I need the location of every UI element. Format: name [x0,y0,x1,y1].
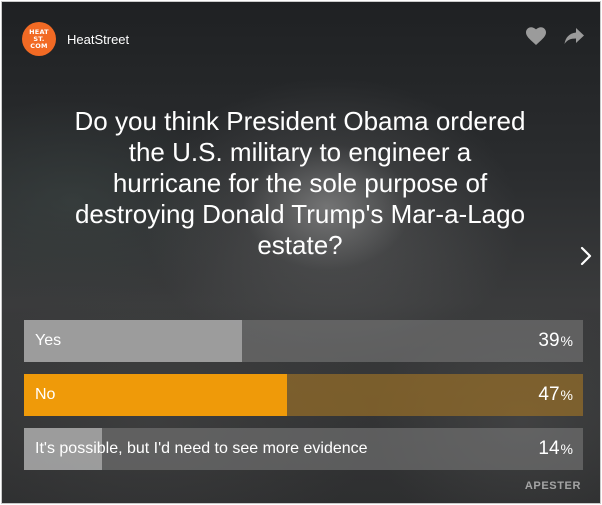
answer-percent: 14% [538,438,573,459]
brand-header: HEAT ST. COM HeatStreet [22,22,129,56]
apester-credit[interactable]: APESTER [524,480,581,492]
answer-result-bar [24,320,242,362]
answer-option-possible[interactable]: It's possible, but I'd need to see more … [24,428,583,470]
answer-result-bar [24,374,287,416]
share-arrow-icon[interactable] [562,24,586,48]
next-button[interactable] [572,234,600,278]
brand-name[interactable]: HeatStreet [67,31,130,47]
answer-label: It's possible, but I'd need to see more … [35,440,368,457]
answer-option-yes[interactable]: Yes 39% [24,320,583,362]
answer-label: Yes [35,332,62,349]
answer-label: No [35,386,56,403]
answer-percent: 47% [538,384,573,405]
answer-result-bar [24,428,103,470]
chevron-right-icon [580,246,592,266]
top-actions [510,24,586,48]
heart-icon[interactable] [524,24,548,48]
poll-question: Do you think President Obama ordered the… [74,106,526,260]
answer-list: Yes 39% No 47% It's possible, but I'd ne… [24,320,583,482]
answer-option-no[interactable]: No 47% [24,374,583,416]
answer-percent: 39% [538,330,573,351]
brand-logo[interactable]: HEAT ST. COM [22,22,56,56]
